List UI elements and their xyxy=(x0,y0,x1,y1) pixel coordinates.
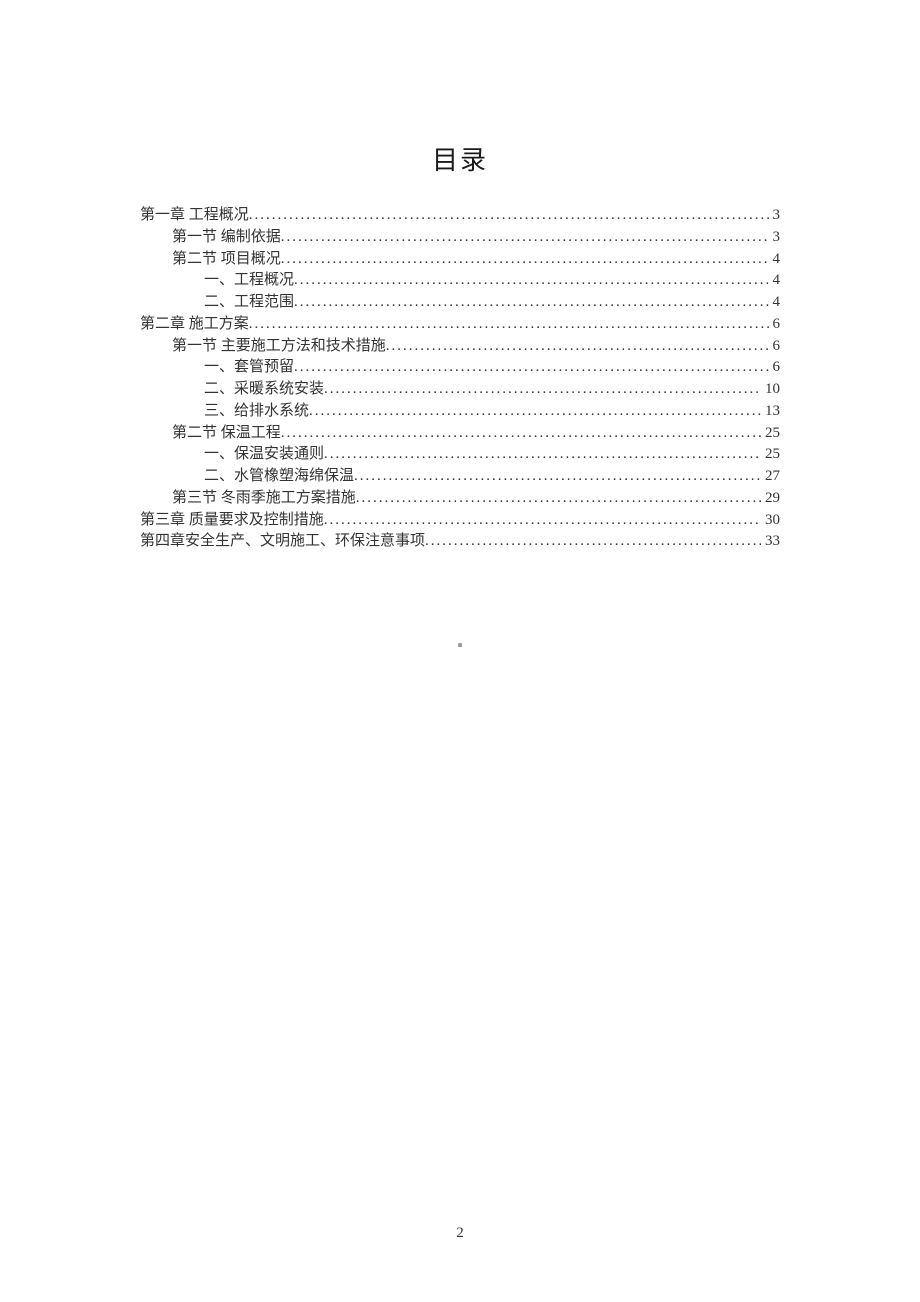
toc-entry-page: 4 xyxy=(769,292,781,314)
toc-entry: 第三节 冬雨季施工方案措施...........................… xyxy=(140,488,780,510)
toc-entry: 三、给排水系统.................................… xyxy=(140,401,780,423)
toc-entry-page: 4 xyxy=(769,270,781,292)
toc-entry-page: 25 xyxy=(761,444,780,466)
toc-entry: 第二节 保温工程................................… xyxy=(140,423,780,445)
document-page: 目录 第一章 工程概况.............................… xyxy=(0,0,920,1302)
toc-entry-page: 25 xyxy=(761,423,780,445)
toc-entry: 第一节 主要施工方法和技术措施.........................… xyxy=(140,336,780,358)
toc-entry: 第二章 施工方案................................… xyxy=(140,314,780,336)
toc-entry-label: 一、套管预留 xyxy=(204,357,294,379)
toc-entry: 第一节 编制依据................................… xyxy=(140,227,780,249)
toc-entry-label: 一、保温安装通则 xyxy=(204,444,324,466)
toc-entry-leader: ........................................… xyxy=(309,401,761,423)
toc-entry-page: 33 xyxy=(761,531,780,553)
toc-entry-leader: ........................................… xyxy=(294,270,768,292)
toc-entry-leader: ........................................… xyxy=(386,336,769,358)
toc-entry: 第四章安全生产、文明施工、环保注意事项.....................… xyxy=(140,531,780,553)
toc-entry-label: 三、给排水系统 xyxy=(204,401,309,423)
toc-entry-page: 3 xyxy=(769,205,781,227)
toc-entry-leader: ........................................… xyxy=(281,423,761,445)
toc-entry-page: 3 xyxy=(769,227,781,249)
toc-entry-leader: ........................................… xyxy=(281,249,769,271)
toc-entry-leader: ........................................… xyxy=(356,488,761,510)
toc-entry-label: 第四章安全生产、文明施工、环保注意事项 xyxy=(140,531,425,553)
toc-entry-page: 4 xyxy=(769,249,781,271)
toc-entry: 一、套管预留..................................… xyxy=(140,357,780,379)
toc-entry-leader: ........................................… xyxy=(354,466,761,488)
table-of-contents: 第一章 工程概况................................… xyxy=(140,205,780,553)
toc-entry-label: 第一章 工程概况 xyxy=(140,205,249,227)
toc-entry: 二、工程范围..................................… xyxy=(140,292,780,314)
toc-entry-label: 第三节 冬雨季施工方案措施 xyxy=(172,488,356,510)
toc-entry: 二、采暖系统安装................................… xyxy=(140,379,780,401)
toc-entry-label: 第二节 保温工程 xyxy=(172,423,281,445)
toc-entry-label: 二、采暖系统安装 xyxy=(204,379,324,401)
toc-entry-leader: ........................................… xyxy=(249,314,769,336)
toc-entry-label: 二、工程范围 xyxy=(204,292,294,314)
toc-entry-page: 6 xyxy=(769,357,781,379)
toc-entry-label: 二、水管橡塑海绵保温 xyxy=(204,466,354,488)
toc-entry: 一、工程概况..................................… xyxy=(140,270,780,292)
toc-entry-page: 30 xyxy=(761,510,780,532)
toc-entry-leader: ........................................… xyxy=(281,227,769,249)
toc-entry-label: 第一节 主要施工方法和技术措施 xyxy=(172,336,386,358)
toc-entry-label: 第一节 编制依据 xyxy=(172,227,281,249)
toc-entry-page: 6 xyxy=(769,336,781,358)
toc-entry-label: 第二节 项目概况 xyxy=(172,249,281,271)
toc-entry-label: 一、工程概况 xyxy=(204,270,294,292)
toc-entry-leader: ........................................… xyxy=(294,292,768,314)
toc-entry-page: 29 xyxy=(761,488,780,510)
toc-entry-label: 第二章 施工方案 xyxy=(140,314,249,336)
toc-entry-page: 13 xyxy=(761,401,780,423)
toc-entry: 一、保温安装通则................................… xyxy=(140,444,780,466)
toc-entry-page: 27 xyxy=(761,466,780,488)
page-number: 2 xyxy=(0,1225,920,1242)
toc-entry: 第二节 项目概况................................… xyxy=(140,249,780,271)
toc-entry-leader: ........................................… xyxy=(324,444,761,466)
toc-entry-leader: ........................................… xyxy=(324,379,761,401)
toc-entry-label: 第三章 质量要求及控制措施 xyxy=(140,510,324,532)
toc-entry-page: 10 xyxy=(761,379,780,401)
toc-entry-leader: ........................................… xyxy=(249,205,769,227)
toc-entry-page: 6 xyxy=(769,314,781,336)
toc-entry-leader: ........................................… xyxy=(425,531,761,553)
toc-entry: 二、水管橡塑海绵保温..............................… xyxy=(140,466,780,488)
toc-entry: 第一章 工程概况................................… xyxy=(140,205,780,227)
page-title: 目录 xyxy=(140,140,780,177)
center-mark: ■ xyxy=(458,641,463,650)
toc-entry-leader: ........................................… xyxy=(294,357,768,379)
toc-entry: 第三章 质量要求及控制措施...........................… xyxy=(140,510,780,532)
toc-entry-leader: ........................................… xyxy=(324,510,761,532)
